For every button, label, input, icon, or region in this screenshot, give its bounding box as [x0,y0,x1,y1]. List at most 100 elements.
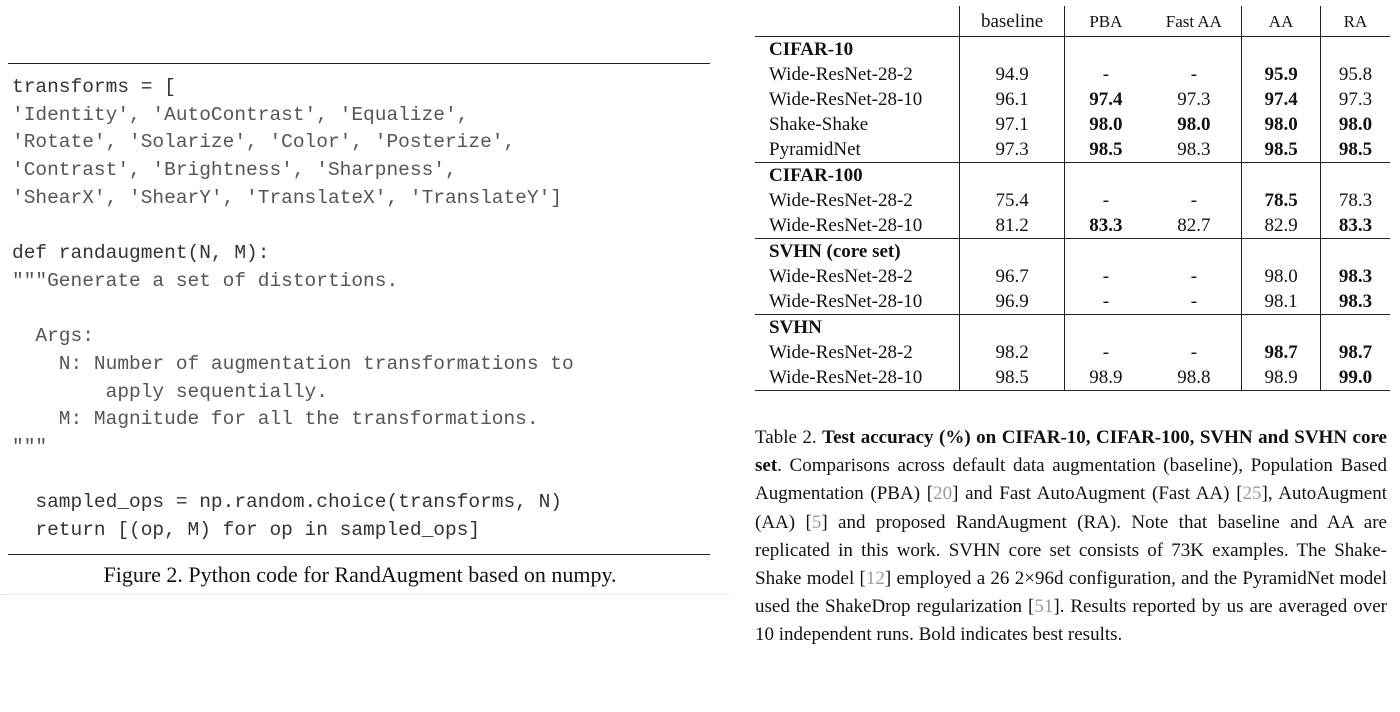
citation-ref[interactable]: 20 [933,483,953,505]
code-text: """ [12,435,48,458]
section-header-row: SVHN (core set) [755,238,1390,264]
citation-ref[interactable]: 12 [865,568,885,590]
section-header-row: SVHN [755,314,1390,340]
accuracy-cell: - [1146,188,1243,213]
code-line [12,462,712,490]
model-name-cell: Wide-ResNet-28-10 [755,365,961,391]
accuracy-cell: 97.1 [959,112,1066,137]
citation-ref[interactable]: 5 [811,511,822,533]
code-line: return [(op, M) for op in sampled_ops] [12,517,712,545]
section-header-row: CIFAR-100 [755,162,1390,188]
code-text: """Generate a set of distortions. [12,269,399,292]
code-line: 'Contrast', 'Brightness', 'Sharpness', [12,157,712,185]
table-row: Wide-ResNet-28-2 75.4- -78.5 78.3 [755,188,1390,213]
code-text: 'ShearX', 'ShearY', 'TranslateX', 'Trans… [12,186,562,209]
accuracy-cell: 81.2 [959,213,1066,239]
accuracy-cell: - [1146,62,1243,87]
accuracy-cell: 98.5 [1338,139,1373,160]
header-cell-aa: AA [1241,6,1321,37]
code-text: transforms = [ [12,76,176,98]
table-row: PyramidNet 97.3 98.5 98.3 98.5 98.5 [755,137,1390,163]
code-line: """Generate a set of distortions. [12,268,712,296]
code-text: Args: [12,325,94,348]
code-top-rule [8,63,710,64]
accuracy-cell: 82.9 [1241,213,1321,239]
citation-ref[interactable]: 25 [1242,483,1262,505]
accuracy-cell: 96.1 [959,87,1066,112]
accuracy-cell: 83.3 [1089,215,1123,236]
caption-text: ]. Results reported by us are averaged o… [755,596,1387,646]
accuracy-cell: 98.2 [959,340,1066,365]
accuracy-cell: 96.7 [959,264,1066,289]
accuracy-cell: 98.9 [1241,365,1321,391]
table-row: Wide-ResNet-28-10 81.2 83.3 82.7 82.9 83.3 [755,213,1390,239]
accuracy-cell: - [1102,190,1110,211]
table-row: Wide-ResNet-28-10 96.9- -98.1 98.3 [755,289,1390,315]
code-line: 'Identity', 'AutoContrast', 'Equalize', [12,102,712,130]
accuracy-cell: 78.5 [1241,188,1321,213]
code-listing: transforms = [ 'Identity', 'AutoContrast'… [12,74,712,545]
accuracy-cell: 97.3 [1338,89,1373,110]
accuracy-cell: 94.9 [959,62,1066,87]
header-cell-baseline: baseline [959,6,1066,37]
accuracy-cell: 98.5 [959,365,1066,391]
accuracy-cell: 98.0 [1338,114,1373,135]
code-line: M: Magnitude for all the transformations… [12,406,712,434]
empty-cell [1064,162,1147,188]
accuracy-cell: 98.0 [1241,112,1321,137]
accuracy-cell: 98.1 [1241,289,1321,315]
caption-text: ] and Fast AutoAugment (Fast AA) [ [952,483,1243,505]
accuracy-cell: 96.9 [959,289,1066,315]
caption-text: . Comparisons across default data augmen… [755,455,1387,505]
empty-cell [1146,36,1243,62]
accuracy-cell: - [1146,264,1243,289]
accuracy-cell: - [1102,342,1110,363]
empty-cell [1146,314,1243,340]
code-line: apply sequentially. [12,379,712,407]
code-bottom-rule [8,554,710,555]
model-name-cell: Wide-ResNet-28-10 [755,213,961,239]
accuracy-cell: 97.4 [1089,89,1123,110]
header-cell-ra: RA [1320,6,1390,37]
accuracy-cell: - [1102,64,1110,85]
code-text: N: Number of augmentation transformation… [12,352,574,375]
code-text: M: Magnitude for all the transformations… [12,408,539,431]
empty-cell [1146,238,1243,264]
accuracy-cell: 98.3 [1146,137,1243,163]
model-name-cell: Wide-ResNet-28-2 [755,340,961,365]
table-body: CIFAR-10 Wide-ResNet-28-2 94.9- -95.9 95.8 Wi… [755,36,1390,391]
accuracy-cell: 98.9 [1064,365,1147,391]
section-name: SVHN [755,314,961,340]
accuracy-cell: 98.8 [1146,365,1243,391]
model-name-cell: Shake-Shake [755,112,961,137]
table-row: Wide-ResNet-28-2 94.9- -95.9 95.8 [755,62,1390,87]
empty-cell [1064,238,1147,264]
accuracy-cell: 97.3 [1146,87,1243,112]
caption-text: Test accuracy (%) on CIFAR-10, CIFAR-100… [755,427,1387,477]
empty-cell [1064,314,1147,340]
accuracy-cell: 98.5 [1241,137,1321,163]
figure-2-panel: transforms = [ 'Identity', 'AutoContrast'… [0,63,730,595]
table-row: Wide-ResNet-28-2 98.2- -98.7 98.7 [755,340,1390,365]
accuracy-cell: 95.8 [1338,64,1373,85]
accuracy-cell: 98.0 [1146,112,1243,137]
model-name-cell: Wide-ResNet-28-2 [755,62,961,87]
accuracy-cell: 99.0 [1320,365,1390,391]
accuracy-cell: 75.4 [959,188,1066,213]
empty-cell [1241,36,1321,62]
column-divider [0,594,730,595]
accuracy-cell: 98.7 [1241,340,1321,365]
accuracy-cell: 95.9 [1241,62,1321,87]
empty-cell [959,36,1066,62]
caption-text: ] and proposed RandAugment (RA). Note th… [755,511,1387,590]
citation-ref[interactable]: 51 [1034,596,1054,618]
code-line: def randaugment(N, M): [12,240,712,268]
code-text: 'Contrast', 'Brightness', 'Sharpness', [12,159,457,182]
results-table: baseline PBA Fast AA AA RA CIFAR-10 Wide-… [755,6,1390,391]
model-name-cell: Wide-ResNet-28-10 [755,87,961,112]
code-line [12,296,712,324]
accuracy-cell: 97.3 [959,137,1066,163]
accuracy-cell: 98.3 [1338,291,1373,312]
caption-text: ], AutoAugment (AA) [ [755,483,1387,533]
empty-cell [1320,37,1390,63]
